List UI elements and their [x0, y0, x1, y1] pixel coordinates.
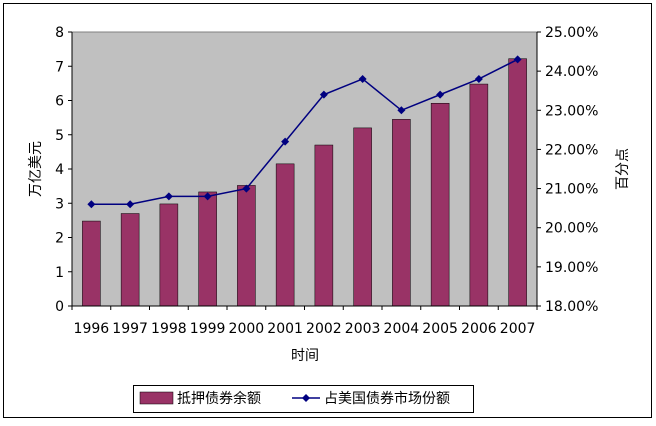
legend-bar-swatch [139, 391, 174, 405]
legend-line-marker [302, 394, 310, 402]
x-tick-label: 2004 [384, 321, 420, 337]
y-tick-label: 2 [55, 231, 64, 247]
bar [430, 102, 450, 307]
line-point [358, 74, 367, 83]
x-tick-label: 2001 [267, 321, 303, 337]
bar [314, 144, 334, 307]
y-tick-label: 8 [55, 25, 64, 41]
y-tick-label: 1 [55, 265, 64, 281]
bar [469, 83, 489, 307]
y-axis-label: 万亿美元 [28, 141, 44, 197]
y-tick-label: 0 [55, 299, 64, 315]
y2-tick-label: 25.00% [545, 25, 598, 41]
line-point [513, 55, 522, 64]
line-point [126, 200, 135, 209]
y-tick-label: 6 [55, 94, 64, 110]
bar [392, 119, 411, 307]
y2-tick-label: 22.00% [545, 142, 598, 158]
line-point [474, 74, 483, 83]
line-point [203, 192, 212, 201]
bar-series [82, 58, 527, 307]
y2-tick-label: 24.00% [545, 64, 598, 80]
legend-bar-label: 抵押债券余额 [177, 390, 261, 407]
line-point [87, 200, 96, 209]
x-tick-label: 1999 [190, 321, 226, 337]
bar [198, 191, 217, 307]
x-tick-label: 2005 [422, 321, 458, 337]
x-tick-label: 2002 [306, 321, 342, 337]
y2-tick-label: 23.00% [545, 103, 598, 119]
x-axis-label: 时间 [291, 348, 319, 364]
bar [353, 127, 372, 307]
axes [68, 31, 541, 310]
x-tick-label: 2007 [500, 321, 536, 337]
legend: 抵押债券余额 占美国债券市场份额 [133, 385, 474, 413]
legend-line-label: 占美国债券市场份额 [324, 390, 450, 407]
series-line [91, 58, 518, 205]
x-tick-label: 2003 [345, 321, 381, 337]
x-tick-label: 2006 [461, 321, 497, 337]
y2-axis-label: 百分点 [615, 148, 631, 190]
line-point [242, 184, 251, 193]
x-tick-label: 1996 [74, 321, 110, 337]
bar [508, 58, 527, 307]
tick-labels: 0 1 2 3 4 5 6 7 8 18.00% 19.00% 20.00% 21.00% 22.00% 2… [55, 25, 598, 337]
bar [159, 203, 179, 307]
line-point [281, 137, 290, 146]
x-tick-label: 1997 [112, 321, 148, 337]
bar [275, 163, 295, 307]
line-point [397, 106, 406, 115]
line-series [87, 55, 522, 209]
bar [237, 185, 256, 307]
y-tick-label: 3 [55, 196, 64, 212]
y-tick-label: 7 [55, 59, 64, 75]
bar [120, 213, 140, 307]
y2-tick-label: 21.00% [545, 182, 598, 198]
x-tick-label: 1998 [151, 321, 187, 337]
x-tick-label: 2000 [229, 321, 265, 337]
line-point [319, 90, 328, 99]
y2-tick-label: 20.00% [545, 221, 598, 237]
line-point [436, 90, 445, 99]
y-tick-label: 5 [55, 128, 64, 144]
y2-tick-label: 18.00% [545, 299, 598, 315]
plot-area [71, 31, 538, 307]
bar [82, 220, 101, 307]
y-tick-label: 4 [55, 162, 64, 178]
line-point [164, 192, 173, 201]
y2-tick-label: 19.00% [545, 260, 598, 276]
